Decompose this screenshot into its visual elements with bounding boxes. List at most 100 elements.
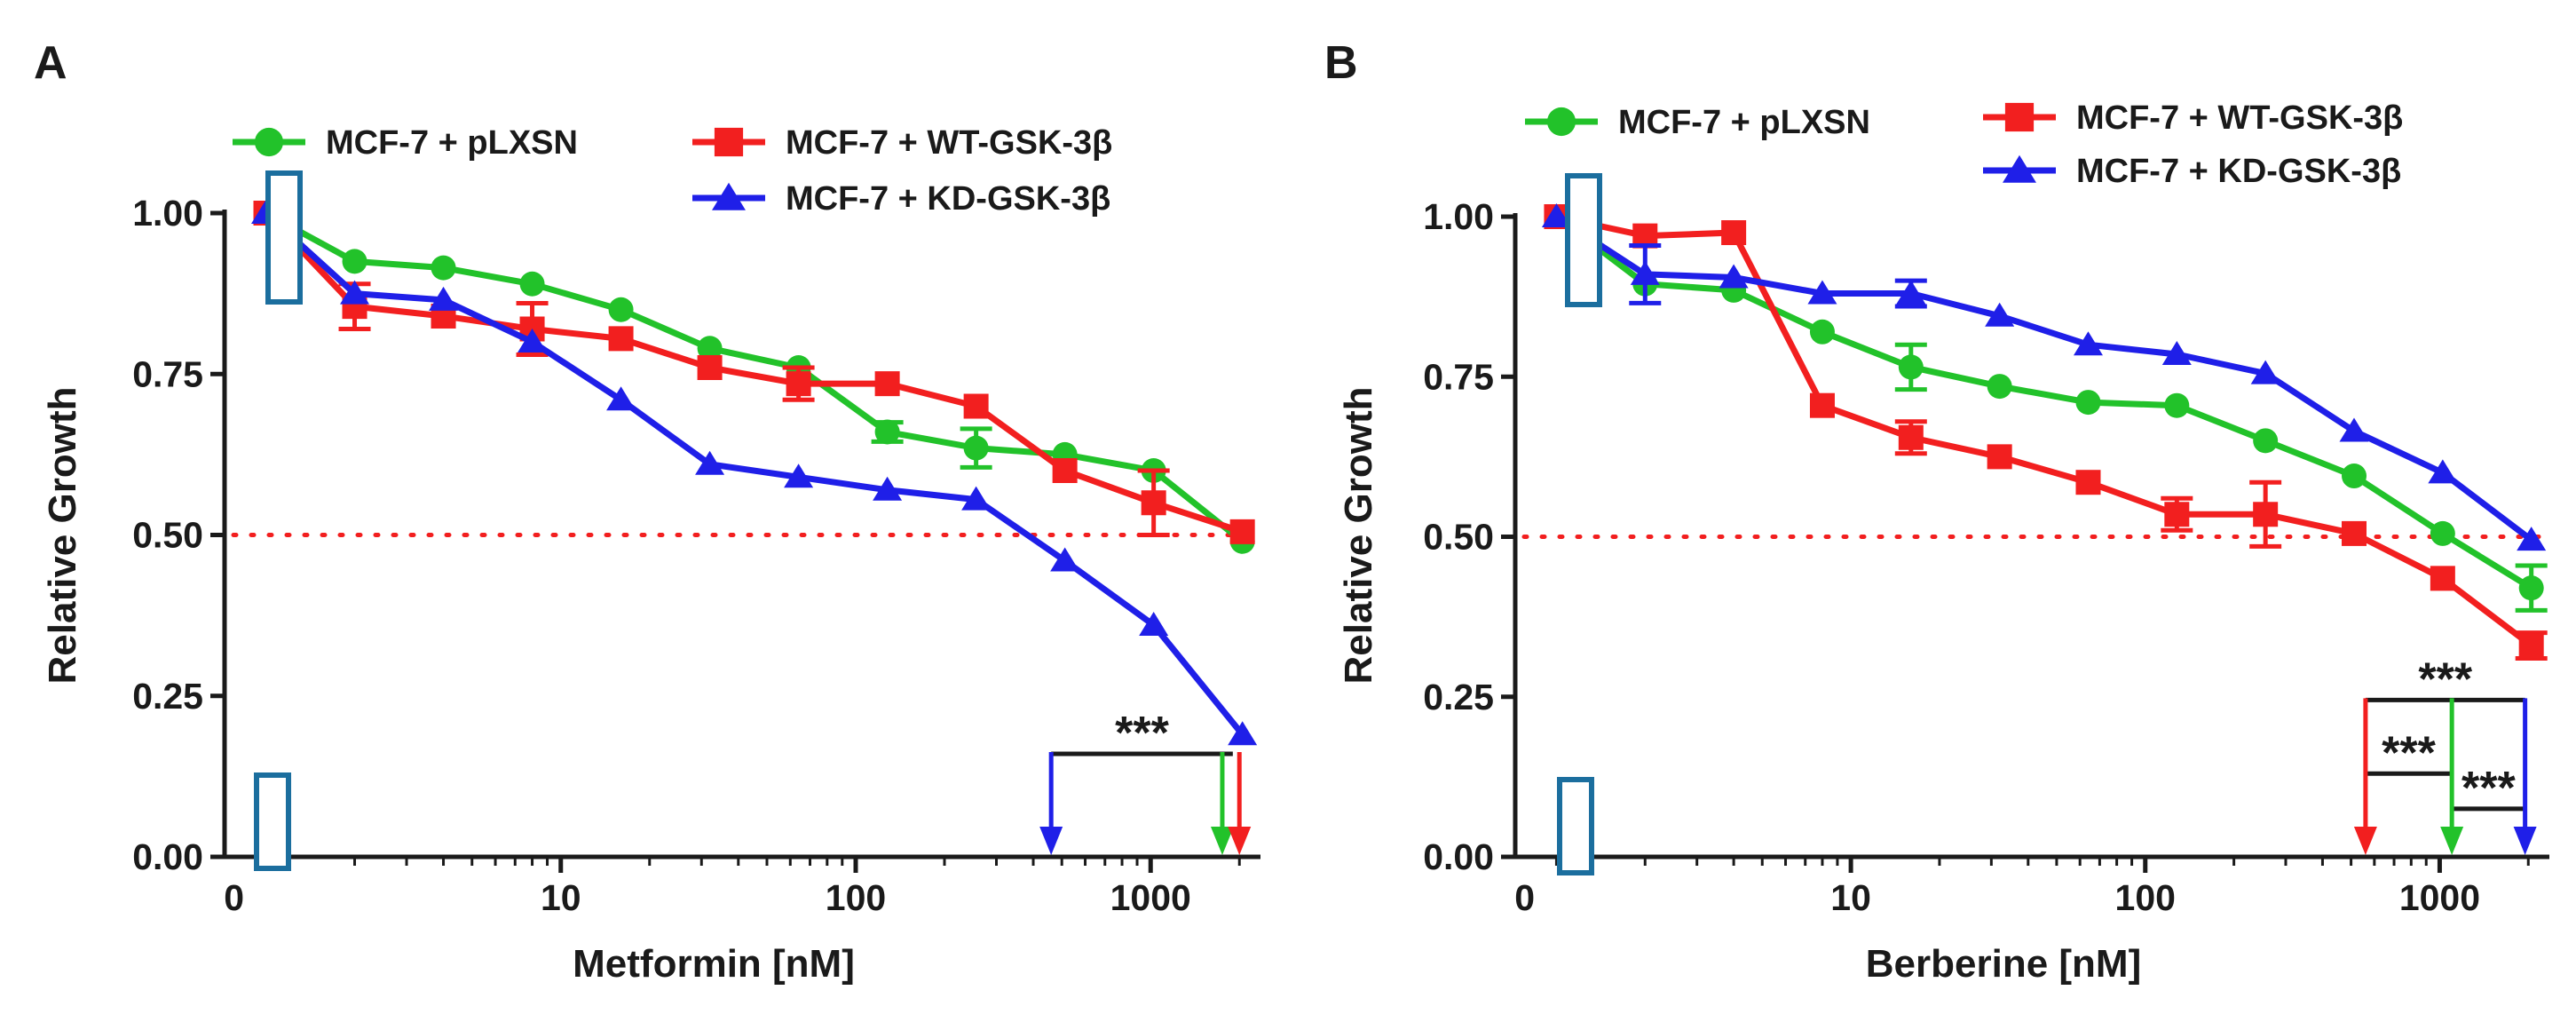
- data-point: [1898, 354, 1924, 380]
- legend-item-wt: MCF-7 + WT-GSK-3β: [692, 124, 1112, 162]
- legend-item-wt: MCF-7 + WT-GSK-3β: [1983, 99, 2403, 137]
- legend-marker: [2003, 154, 2036, 183]
- data-point: [1807, 280, 1837, 305]
- data-point: [1985, 302, 2015, 327]
- data-point: [342, 249, 367, 274]
- data-point: [963, 393, 989, 419]
- data-point: [1630, 260, 1660, 285]
- legend-marker: [254, 127, 284, 157]
- data-point: [1896, 280, 1926, 305]
- data-point: [2518, 575, 2544, 601]
- ic50-arrowhead: [2440, 827, 2464, 855]
- legend-item-kd: MCF-7 + KD-GSK-3β: [1983, 153, 2401, 190]
- ic50-arrowhead: [1039, 827, 1063, 855]
- highlight-box: [1565, 173, 1602, 307]
- panel-a: A 0.00 0.25 0.50 0.75 1.00 0 10 100 1000 Metformi…: [34, 37, 1260, 986]
- x-axis-title-a: Metformin [nM]: [573, 942, 855, 986]
- data-point: [874, 419, 900, 445]
- series-line: [264, 210, 1245, 544]
- y-tick-label: 0.50: [1423, 517, 1494, 558]
- data-point: [1228, 721, 1258, 746]
- data-point: [2075, 390, 2101, 416]
- series-plxsn: [1544, 204, 2548, 613]
- legend-label: MCF-7 + KD-GSK-3β: [786, 180, 1110, 218]
- legend-item-plxsn: MCF-7 + pLXSN: [233, 124, 578, 162]
- legend-marker: [714, 127, 744, 157]
- x-tick-label: 1000: [1110, 877, 1191, 918]
- y-tick-label: 0.00: [1423, 836, 1494, 877]
- legend-item-kd: MCF-7 + KD-GSK-3β: [692, 180, 1110, 218]
- x-axis-title-b: Berberine [nM]: [1866, 942, 2141, 986]
- data-point: [2253, 502, 2279, 527]
- x-tick-label: 10: [541, 877, 581, 918]
- series-line: [263, 210, 1244, 535]
- y-tick-label: 0.50: [132, 515, 203, 556]
- legend-marker: [712, 182, 746, 210]
- y-axis-title-a: Relative Growth: [41, 387, 84, 685]
- data-point: [340, 280, 370, 305]
- data-point: [784, 463, 814, 488]
- significance-label: ***: [1115, 708, 1169, 759]
- y-tick-label: 0.75: [132, 353, 203, 394]
- legend-label: MCF-7 + pLXSN: [326, 124, 578, 162]
- panel-letter-b: B: [1324, 37, 1358, 89]
- y-tick-label: 1.00: [1423, 196, 1494, 237]
- data-point: [2430, 566, 2455, 591]
- data-point: [697, 355, 723, 380]
- data-point: [2250, 360, 2280, 384]
- legend-label: MCF-7 + KD-GSK-3β: [2076, 153, 2401, 190]
- data-point: [2075, 470, 2101, 495]
- data-point: [519, 271, 545, 297]
- data-point: [1229, 519, 1255, 544]
- panel-b: B 0.00 0.25 0.50 0.75 1.00 0 10 100 1000 Berberin…: [1324, 37, 2549, 986]
- ic50-arrowhead: [1228, 827, 1252, 855]
- x-tick-label: 1000: [2399, 877, 2480, 918]
- highlight-box: [265, 170, 303, 305]
- ic50-arrowhead: [1210, 827, 1234, 855]
- y-axis-title-b: Relative Growth: [1337, 387, 1380, 685]
- legend-item-plxsn: MCF-7 + pLXSN: [1525, 104, 1870, 141]
- x-tick-label: 100: [826, 877, 886, 918]
- legend-label: MCF-7 + WT-GSK-3β: [786, 124, 1112, 162]
- significance-label: ***: [2461, 763, 2516, 814]
- legend-marker: [2004, 102, 2035, 132]
- y-tick-label: 0.00: [132, 836, 203, 877]
- data-point: [608, 297, 634, 322]
- series-wt: [253, 201, 1255, 544]
- data-point: [518, 329, 548, 353]
- significance-label: ***: [2382, 727, 2436, 779]
- y-tick-label: 0.25: [1423, 677, 1494, 717]
- ic50-arrowhead: [2353, 827, 2377, 855]
- x-tick-label: 100: [2115, 877, 2176, 918]
- series-kd: [251, 200, 1258, 746]
- data-point: [697, 336, 723, 361]
- legend-label: MCF-7 + WT-GSK-3β: [2076, 99, 2403, 137]
- data-point: [2339, 417, 2369, 442]
- data-point: [1809, 392, 1835, 418]
- data-point: [963, 435, 989, 461]
- data-point: [1719, 264, 1749, 289]
- data-point: [608, 326, 634, 352]
- data-point: [1987, 374, 2012, 400]
- data-point: [1052, 458, 1078, 483]
- data-point: [2164, 502, 2190, 527]
- data-point: [1987, 444, 2012, 470]
- data-point: [961, 486, 992, 511]
- significance-label: ***: [2418, 654, 2472, 705]
- data-point: [695, 450, 725, 475]
- data-point: [2073, 331, 2103, 356]
- series-wt: [1544, 204, 2548, 661]
- series-line: [1554, 214, 2533, 591]
- highlight-box: [254, 772, 291, 871]
- data-point: [2342, 463, 2367, 489]
- y-tick-label: 1.00: [132, 193, 203, 234]
- x-tick-label: 0: [1514, 877, 1535, 918]
- data-point: [606, 386, 636, 411]
- data-point: [2428, 459, 2458, 484]
- data-point: [2517, 527, 2547, 551]
- highlight-box: [1557, 777, 1594, 875]
- data-point: [1721, 220, 1747, 246]
- data-point: [873, 476, 903, 501]
- series-line: [1554, 214, 2533, 543]
